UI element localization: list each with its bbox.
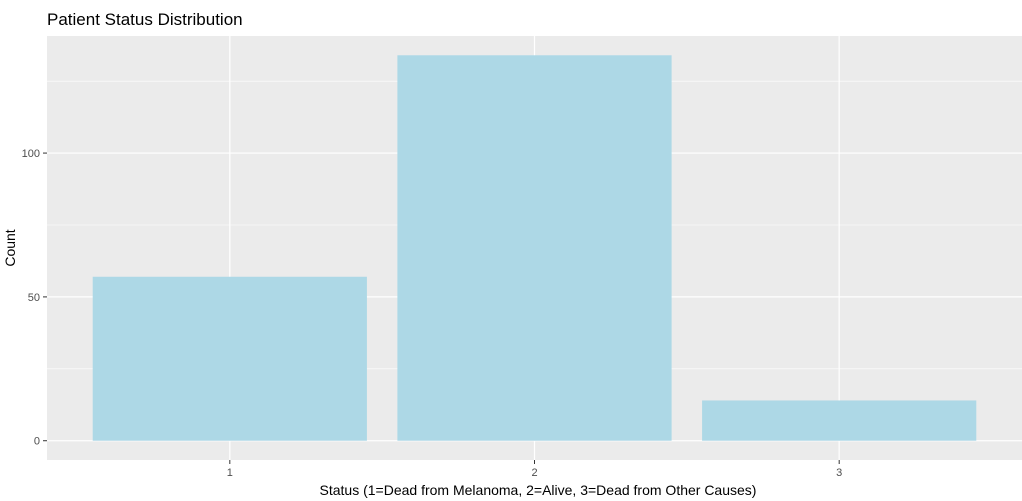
bar-2 bbox=[397, 55, 672, 441]
y-axis-title: Count bbox=[2, 229, 18, 266]
chart-title: Patient Status Distribution bbox=[47, 10, 243, 29]
axes: 0 50 100 1 2 3 bbox=[22, 148, 843, 479]
y-tick-label: 100 bbox=[22, 148, 40, 160]
x-tick-label: 1 bbox=[227, 467, 233, 479]
bar-1 bbox=[92, 276, 367, 441]
bars bbox=[92, 55, 977, 441]
x-tick-label: 3 bbox=[836, 467, 842, 479]
bar-3 bbox=[702, 400, 977, 441]
x-axis-title: Status (1=Dead from Melanoma, 2=Alive, 3… bbox=[320, 482, 757, 498]
y-tick-label: 0 bbox=[34, 436, 40, 448]
x-tick-label: 2 bbox=[531, 467, 537, 479]
y-tick-label: 50 bbox=[28, 292, 40, 304]
